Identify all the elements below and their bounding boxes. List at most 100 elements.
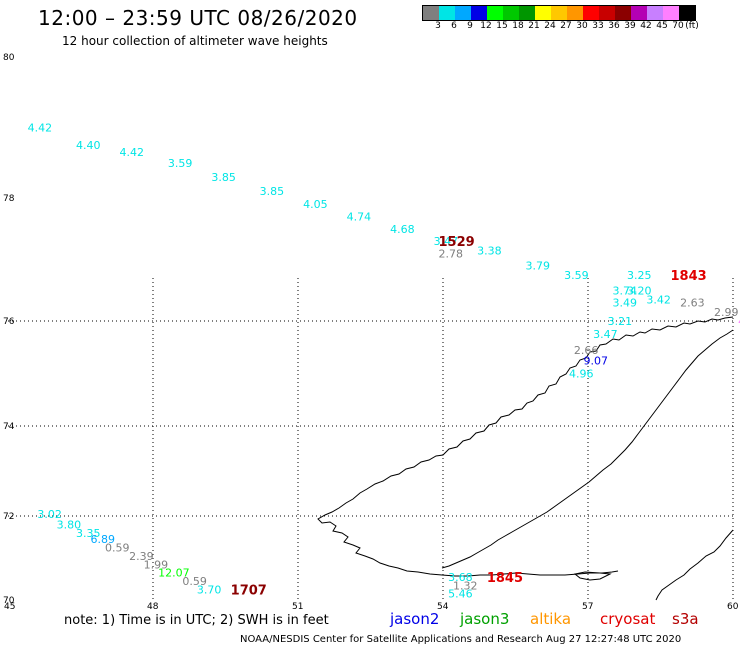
- legend-swatch: [599, 6, 615, 20]
- map-title: 12:00 – 23:59 UTC 08/26/2020: [38, 6, 358, 30]
- wave-height-label: 3.42: [646, 293, 671, 306]
- wave-height-label: 3.35: [76, 527, 101, 540]
- novaya-zemlya-north-coast: [441, 329, 734, 569]
- lat-tick-label: 74: [3, 422, 15, 432]
- lat-tick-label: 70: [3, 596, 15, 606]
- wave-height-label: 3.25: [627, 269, 652, 282]
- wave-height-label: 3.70: [197, 584, 222, 597]
- wave-height-label: 3.47: [434, 235, 459, 248]
- satellite-s3a: s3a: [672, 610, 699, 628]
- wave-height-label: 3.59: [168, 157, 193, 170]
- wave-height-label: 5.46: [448, 588, 473, 601]
- legend-label: 70: [672, 21, 684, 31]
- legend-label: 24: [544, 21, 556, 31]
- legend-label: 18: [512, 21, 524, 31]
- wave-height-label: 3.80: [57, 518, 82, 531]
- legend-label: 33: [592, 21, 604, 31]
- wave-height-label: 4.42: [28, 122, 52, 135]
- coastline: [317, 316, 734, 601]
- wave-height-label: 4.96: [569, 368, 594, 381]
- pass-time-label: 1529: [439, 235, 475, 250]
- wave-height-label: 0.59: [105, 542, 130, 555]
- wave-height-label: 40: [738, 315, 740, 328]
- legend-label: 9: [467, 21, 473, 31]
- wave-height-label: 2.63: [680, 297, 705, 310]
- pass-time-label: 1843: [671, 269, 707, 284]
- lat-tick-label: 72: [3, 512, 14, 522]
- legend-label: 27: [560, 21, 572, 31]
- lon-tick-label: 51: [292, 602, 303, 612]
- novaya-zemlya-coast: [317, 316, 734, 577]
- lat-tick-label: 78: [3, 194, 15, 204]
- legend-swatch: [647, 6, 663, 20]
- wave-height-label: 2.99: [714, 306, 739, 319]
- lon-tick-label: 57: [582, 602, 593, 612]
- wave-height-label: 2.39: [129, 550, 154, 563]
- lon-tick-label: 45: [4, 602, 15, 612]
- wave-height-label: 4.05: [303, 198, 328, 211]
- wave-height-label: 4.40: [76, 139, 101, 152]
- wave-height-label: 3.21: [608, 315, 633, 328]
- wave-height-label: 2.78: [439, 247, 464, 260]
- legend-label: 42: [640, 21, 652, 31]
- legend-swatch: [487, 6, 503, 20]
- legend-swatch: [535, 6, 551, 20]
- satellite-jason2: jason2: [390, 610, 440, 628]
- wave-height-label: 4.74: [347, 210, 372, 223]
- wave-height-label: 0.59: [182, 575, 207, 588]
- wave-height-label: 3.79: [526, 260, 551, 273]
- legend-swatch: [503, 6, 519, 20]
- wave-height-label: 3.74: [613, 284, 638, 297]
- legend-swatch: [551, 6, 567, 20]
- wave-height-label: 1.32: [453, 579, 478, 592]
- wave-height-label: 12.07: [158, 567, 190, 580]
- wave-height-label: 2.66: [574, 344, 599, 357]
- wave-height-label: 3.20: [627, 284, 652, 297]
- satellite-jason3: jason3: [460, 610, 510, 628]
- wave-height-label: 3.02: [37, 508, 62, 521]
- color-legend: [422, 5, 696, 21]
- legend-label: 36: [608, 21, 620, 31]
- legend-label: 6: [451, 21, 457, 31]
- legend-label: 45: [656, 21, 668, 31]
- lat-tick-label: 76: [3, 317, 15, 327]
- legend-swatch: [455, 6, 471, 20]
- lat-lon-grid: 45 48 51 54 57 60 80 78 76 74 72 70: [3, 53, 739, 612]
- wave-height-label: 6.89: [91, 533, 116, 546]
- legend-label: 12: [480, 21, 492, 31]
- mainland-coast: [655, 529, 734, 601]
- legend-swatch: [567, 6, 583, 20]
- legend-swatch: [663, 6, 679, 20]
- wave-height-label: 1.99: [144, 558, 169, 571]
- map-subtitle: 12 hour collection of altimeter wave hei…: [62, 34, 328, 48]
- satellite-altika: altika: [530, 610, 572, 628]
- legend-label: 30: [576, 21, 588, 31]
- lon-tick-label: 60: [727, 602, 739, 612]
- observations: 4.42 4.40 4.42 3.59 3.85 3.85 4.05 4.74 4.68 3.47…: [28, 122, 740, 601]
- wave-height-label: 3.38: [477, 244, 502, 257]
- wave-height-label: 3.59: [564, 269, 589, 282]
- legend-label: 39: [624, 21, 636, 31]
- legend-swatch: [583, 6, 599, 20]
- footer-credit: NOAA/NESDIS Center for Satellite Applica…: [240, 634, 682, 645]
- lon-tick-label: 48: [147, 602, 159, 612]
- legend-swatch: [471, 6, 487, 20]
- legend-swatch: [631, 6, 647, 20]
- legend-swatch: [679, 6, 695, 20]
- pass-time-label: 1707: [231, 584, 267, 599]
- wave-height-label: 3.47: [593, 328, 618, 341]
- legend-swatch: [519, 6, 535, 20]
- legend-swatch: [615, 6, 631, 20]
- legend-swatch: [423, 6, 439, 20]
- wave-height-label: 3.85: [260, 185, 285, 198]
- units-note: note: 1) Time is in UTC; 2) SWH is in fe…: [64, 613, 329, 628]
- wave-height-label: 4.42: [120, 146, 145, 159]
- vaygach-coast: [573, 571, 612, 581]
- satellite-cryosat: cryosat: [600, 610, 656, 628]
- wave-height-label: 3.49: [613, 297, 638, 310]
- wave-height-label: 4.68: [390, 223, 415, 236]
- lon-tick-label: 54: [437, 602, 449, 612]
- legend-label: 21: [528, 21, 540, 31]
- legend-label: 15: [496, 21, 508, 31]
- legend-swatch: [439, 6, 455, 20]
